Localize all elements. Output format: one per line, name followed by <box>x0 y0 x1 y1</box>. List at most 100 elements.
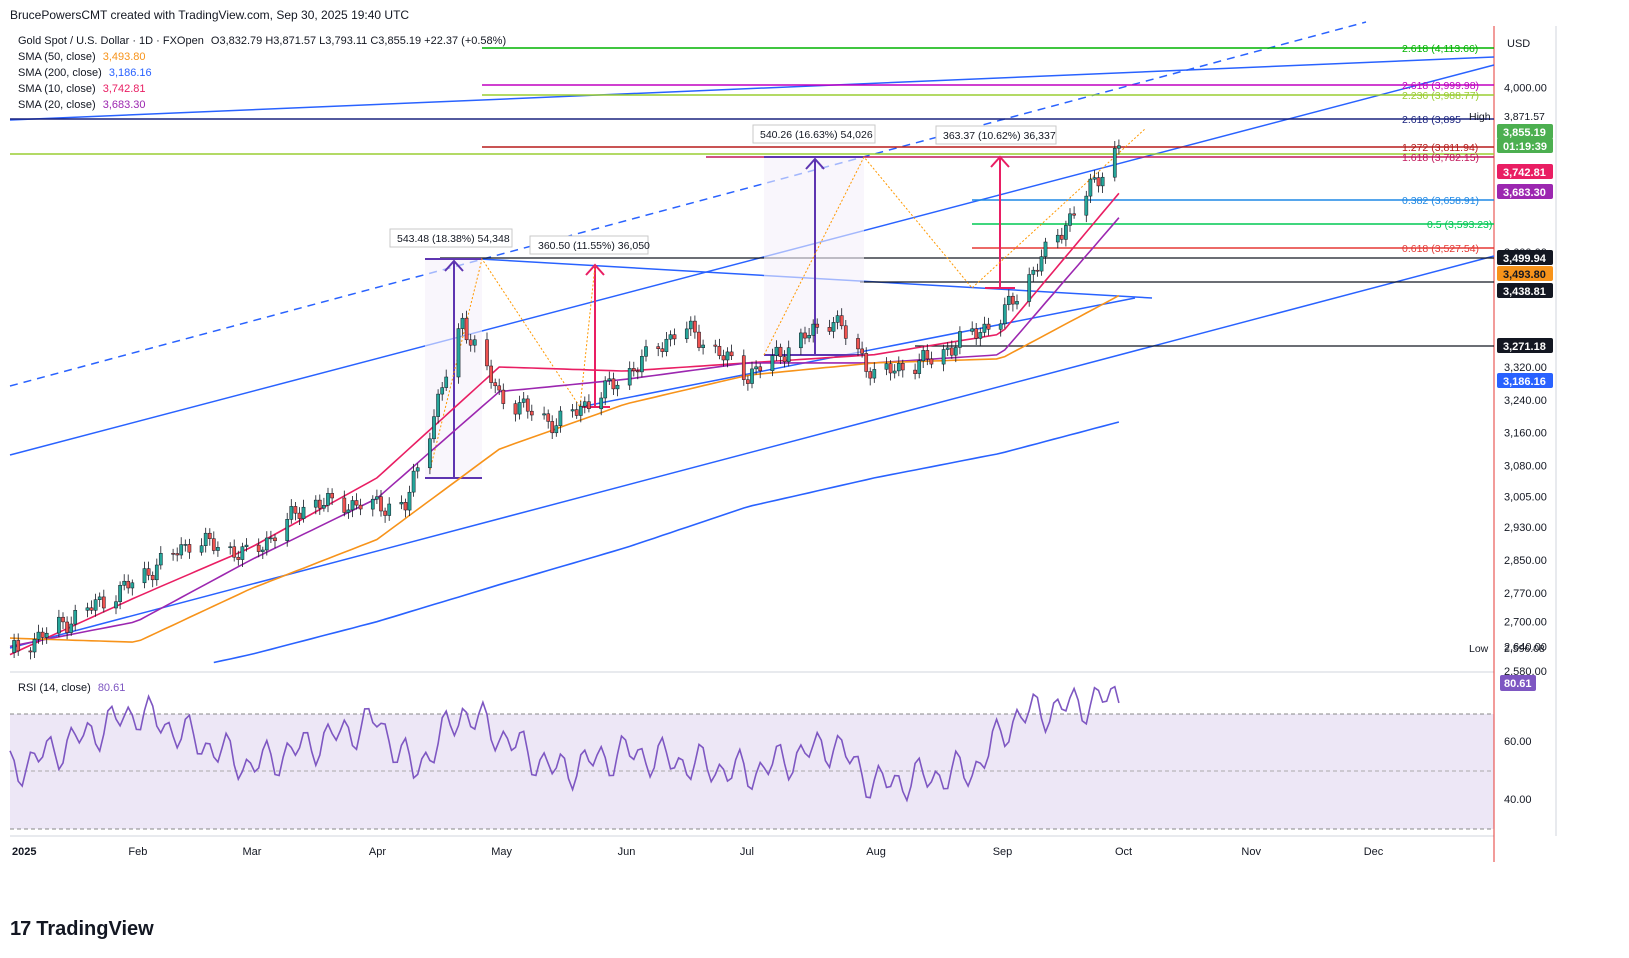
candle[interactable] <box>428 432 432 475</box>
trendline-upper[interactable] <box>9 56 1495 121</box>
candle[interactable] <box>578 401 583 423</box>
candle[interactable] <box>1068 208 1072 232</box>
candle[interactable] <box>130 579 135 596</box>
candle[interactable] <box>240 542 245 567</box>
candle[interactable] <box>517 395 522 420</box>
candle[interactable] <box>93 593 98 617</box>
candle[interactable] <box>73 604 78 631</box>
candle[interactable] <box>158 546 163 570</box>
candle[interactable] <box>1039 249 1044 276</box>
candle[interactable] <box>1035 263 1040 277</box>
candle[interactable] <box>12 633 16 658</box>
candle[interactable] <box>326 487 330 513</box>
candle[interactable] <box>65 616 69 640</box>
candle[interactable] <box>199 538 204 556</box>
price-pane[interactable] <box>10 26 1494 671</box>
candle[interactable] <box>786 340 791 367</box>
candle[interactable] <box>273 534 277 549</box>
candle[interactable] <box>313 495 318 515</box>
candle[interactable] <box>513 400 518 422</box>
candle[interactable] <box>375 489 379 504</box>
candle[interactable] <box>949 340 954 359</box>
candle[interactable] <box>301 499 306 523</box>
candle[interactable] <box>432 409 436 443</box>
candle[interactable] <box>660 342 665 358</box>
candle[interactable] <box>986 317 991 336</box>
candle[interactable] <box>207 528 212 546</box>
candle[interactable] <box>570 404 575 418</box>
candle[interactable] <box>1112 141 1117 182</box>
candle[interactable] <box>244 538 249 552</box>
candle[interactable] <box>415 463 420 479</box>
candle[interactable] <box>1043 237 1048 264</box>
price-axis[interactable]: USD 4,000.003,600.003,320.003,240.003,16… <box>1469 38 1553 678</box>
candle[interactable] <box>118 581 122 610</box>
candle[interactable] <box>900 359 905 378</box>
candle[interactable] <box>627 361 632 390</box>
candle[interactable] <box>607 371 612 385</box>
candle[interactable] <box>358 498 363 516</box>
candle[interactable] <box>750 361 754 389</box>
candle[interactable] <box>803 326 807 345</box>
candle[interactable] <box>187 538 192 559</box>
candle[interactable] <box>354 493 359 510</box>
candle[interactable] <box>403 498 408 518</box>
candle[interactable] <box>1027 267 1032 307</box>
candle[interactable] <box>342 490 347 517</box>
candle[interactable] <box>843 320 848 345</box>
candle[interactable] <box>644 339 648 362</box>
candle[interactable] <box>232 539 237 562</box>
candle[interactable] <box>888 360 893 381</box>
candle[interactable] <box>664 332 669 357</box>
candle[interactable] <box>203 527 208 553</box>
candle[interactable] <box>1072 206 1076 219</box>
candle[interactable] <box>917 353 922 379</box>
candle[interactable] <box>16 633 21 656</box>
candle[interactable] <box>154 558 159 586</box>
time-axis[interactable]: 2025 Feb Mar Apr May Jun Jul Aug Sep Oct Nov Dec <box>12 846 1384 858</box>
candle[interactable] <box>89 600 94 615</box>
candle[interactable] <box>827 319 832 335</box>
channel-lower[interactable] <box>9 255 1495 649</box>
candle[interactable] <box>236 550 241 566</box>
candle[interactable] <box>835 310 840 330</box>
candle[interactable] <box>1092 170 1097 183</box>
candle[interactable] <box>28 647 33 660</box>
candle[interactable] <box>126 574 131 594</box>
candle[interactable] <box>864 347 869 378</box>
candle[interactable] <box>978 327 983 346</box>
candle[interactable] <box>729 344 734 360</box>
candle[interactable] <box>122 574 127 591</box>
candle[interactable] <box>599 392 604 416</box>
candle[interactable] <box>142 561 147 589</box>
candle[interactable] <box>497 378 502 395</box>
candle[interactable] <box>436 389 440 424</box>
candle-layer[interactable] <box>12 139 1121 660</box>
candle[interactable] <box>807 328 811 343</box>
candle[interactable] <box>921 346 926 368</box>
candle[interactable] <box>554 418 559 437</box>
candle[interactable] <box>460 313 465 336</box>
candle[interactable] <box>464 310 469 344</box>
candle[interactable] <box>1064 220 1068 247</box>
candle[interactable] <box>945 342 950 357</box>
candle[interactable] <box>521 392 526 408</box>
candle[interactable] <box>1002 297 1007 329</box>
candle[interactable] <box>615 381 620 397</box>
candle[interactable] <box>603 376 608 406</box>
candle[interactable] <box>746 375 750 391</box>
candle[interactable] <box>264 531 269 556</box>
candle[interactable] <box>839 308 844 330</box>
symbol-legend[interactable]: Gold Spot / U.S. Dollar · 1D · FXOpen O3… <box>18 35 506 47</box>
rsi-legend[interactable]: RSI (14, close) 80.61 <box>18 682 125 694</box>
candle[interactable] <box>399 495 404 510</box>
candle[interactable] <box>216 541 220 557</box>
candle[interactable] <box>289 499 294 524</box>
candle[interactable] <box>383 507 387 523</box>
candle[interactable] <box>684 321 689 343</box>
candle[interactable] <box>114 595 118 615</box>
candle[interactable] <box>1088 173 1093 203</box>
candle[interactable] <box>97 592 102 607</box>
candle[interactable] <box>493 378 498 394</box>
candle[interactable] <box>782 350 787 368</box>
